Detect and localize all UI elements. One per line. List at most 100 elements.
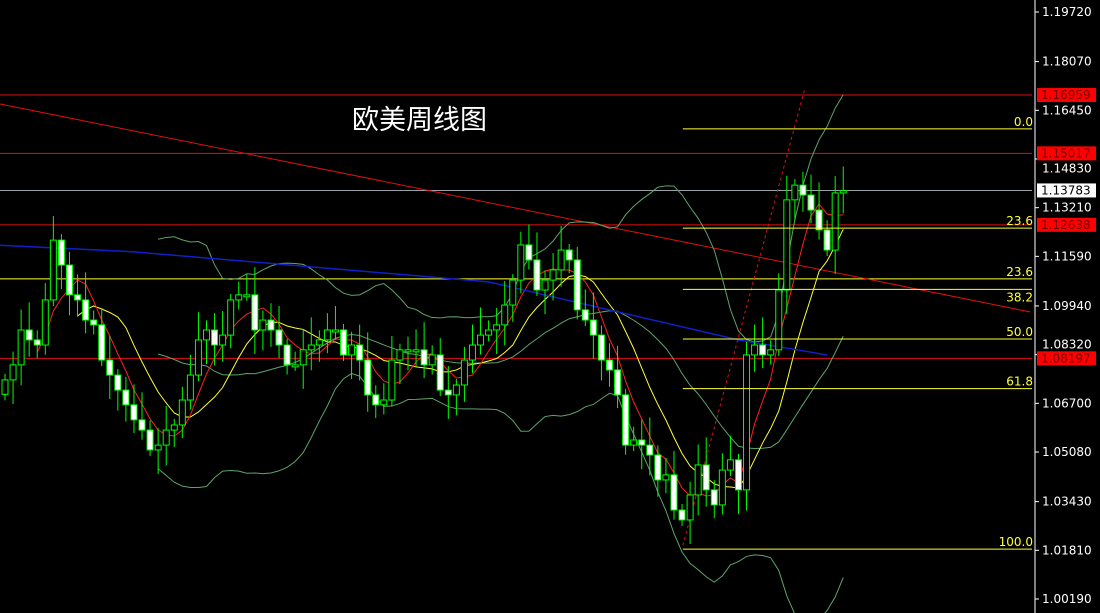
candle-body <box>283 344 291 366</box>
candle <box>194 312 202 382</box>
candle <box>646 417 654 476</box>
candle <box>65 251 73 316</box>
candle <box>638 419 646 470</box>
candle <box>670 450 678 520</box>
candle <box>291 351 299 371</box>
candle-body <box>751 344 759 356</box>
candle-body <box>702 464 710 491</box>
candle <box>41 283 49 355</box>
candle-body <box>17 329 25 366</box>
candle-body <box>57 239 65 266</box>
candle-body <box>775 289 783 351</box>
level-price-label <box>1037 217 1096 232</box>
candle <box>138 392 146 440</box>
level-price-text: 1.13783 <box>1041 183 1091 197</box>
candle-body <box>323 329 331 341</box>
candle <box>614 345 622 409</box>
candle-body <box>767 349 775 356</box>
candle <box>25 302 33 357</box>
candle-body <box>565 249 573 261</box>
fib-level-label: 0.0 <box>1014 115 1033 129</box>
candle-body <box>597 334 605 361</box>
candle-body <box>791 184 799 201</box>
candle <box>372 385 380 419</box>
candle <box>412 329 420 367</box>
candle <box>331 305 339 340</box>
candle <box>1 373 9 401</box>
axis-tick-label: 1.13210 <box>1042 201 1092 215</box>
bollinger-upper-band <box>158 94 844 343</box>
candle-body <box>428 354 436 366</box>
candle <box>315 330 323 362</box>
candle <box>436 338 444 397</box>
axis-tick-label: 1.14830 <box>1042 161 1092 175</box>
candle <box>211 313 219 366</box>
candle <box>170 418 178 447</box>
chart-title: 欧美周线图 <box>352 105 487 136</box>
candle <box>759 317 767 369</box>
candle-body <box>307 344 315 351</box>
candle <box>162 406 170 466</box>
axis-tick-label: 1.00190 <box>1042 592 1092 606</box>
candle-body <box>138 419 146 431</box>
candle-body <box>186 374 194 401</box>
candle <box>243 274 251 301</box>
candle <box>726 435 734 477</box>
candle-body <box>219 334 227 346</box>
candle <box>388 336 396 407</box>
axis-tick-label: 1.01810 <box>1042 543 1092 557</box>
candle-body <box>25 329 33 341</box>
candle-body <box>275 329 283 346</box>
candle <box>606 343 613 387</box>
candle-body <box>372 394 380 406</box>
fib-level-label: 38.2 <box>1006 290 1033 304</box>
candle <box>823 220 831 257</box>
candle <box>235 281 243 310</box>
level-price-text: 1.16959 <box>1041 88 1091 102</box>
level-price-text: 1.08197 <box>1041 351 1091 365</box>
candle-body <box>799 184 807 196</box>
candle-body <box>114 374 122 391</box>
candle-body <box>678 509 686 521</box>
candle <box>743 341 751 511</box>
candle-body <box>106 359 114 376</box>
candle-body <box>299 349 307 366</box>
candle <box>186 354 194 410</box>
candle <box>420 322 428 379</box>
candle <box>106 336 114 400</box>
candle-body <box>823 229 831 251</box>
candle <box>783 175 791 315</box>
candle <box>525 224 533 270</box>
fib-level-label: 23.6 <box>1006 265 1033 279</box>
price-axis: 1.19720 1.18070 1.16450 1.14830 1.13210 1.115… <box>1034 0 1096 613</box>
bollinger-middle-band <box>157 310 844 449</box>
candle-body <box>291 364 299 368</box>
candle-body <box>178 399 186 426</box>
axis-tick-label: 1.05080 <box>1042 445 1092 459</box>
candle <box>654 445 662 497</box>
candle <box>444 366 452 419</box>
candle-body <box>162 429 170 446</box>
candle <box>468 324 476 374</box>
bollinger-lower-band <box>157 373 844 613</box>
level-price-label <box>1037 146 1096 161</box>
candle <box>203 320 210 364</box>
candle <box>839 166 847 214</box>
candle-body <box>348 344 356 356</box>
axis-tick-label: 1.19720 <box>1042 5 1092 19</box>
candle <box>348 331 356 379</box>
candle-body <box>517 244 525 281</box>
axis-tick-label: 1.08320 <box>1042 337 1092 351</box>
candle <box>589 292 597 360</box>
candle <box>323 313 331 354</box>
axis-tick-label: 1.11590 <box>1042 249 1092 263</box>
candle-body <box>82 299 90 321</box>
candle-body <box>493 324 501 331</box>
candle-body <box>1 379 9 395</box>
candle <box>57 234 65 290</box>
indicators <box>0 94 844 613</box>
candle-body <box>549 269 557 281</box>
candle <box>146 420 154 456</box>
ma-long-line <box>0 244 828 356</box>
current-price-label <box>1037 183 1096 198</box>
